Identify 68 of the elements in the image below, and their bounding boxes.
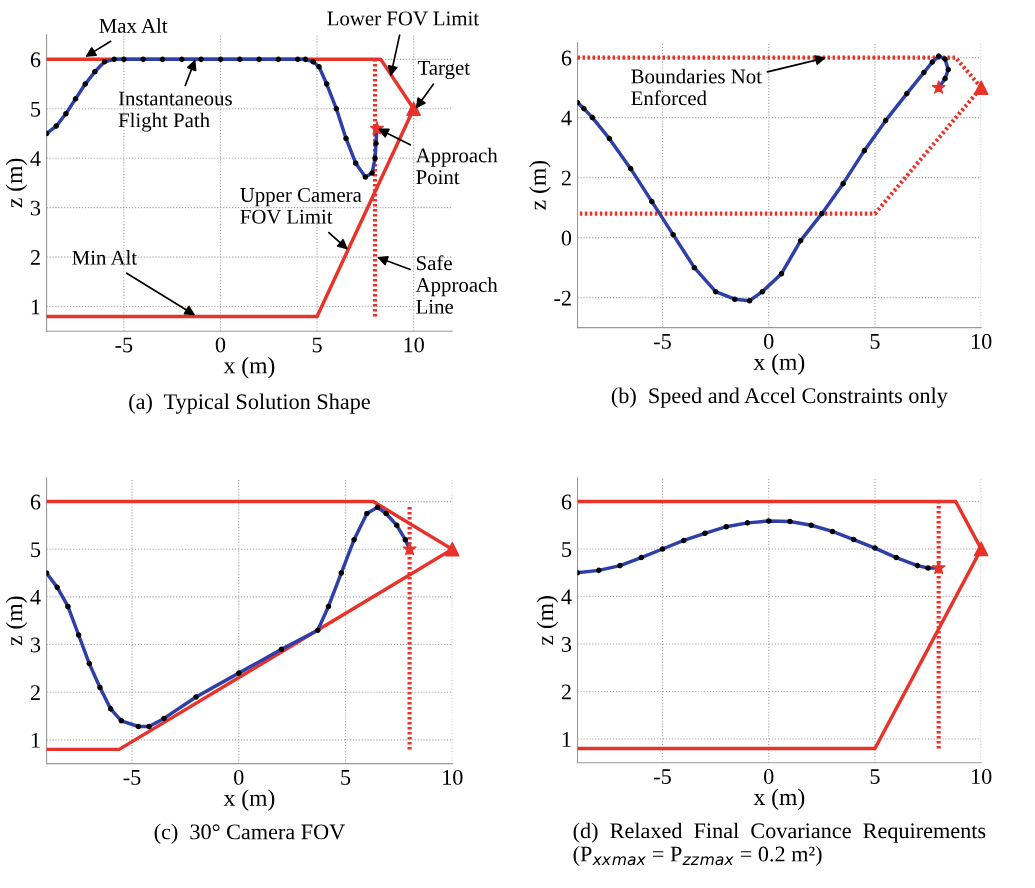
annotation: Target [417, 60, 470, 80]
y-tick-label: 6 [561, 50, 572, 66]
annotation: Lower FOV Limit [327, 11, 479, 26]
annotation: Boundaries Not Enforced [631, 68, 762, 106]
text: (b) Speed and Accel Constraints only [611, 387, 948, 408]
y-tick-label: 3 [30, 637, 41, 653]
x-tick-label: -5 [123, 770, 141, 785]
x-axis-title: x (m) [753, 353, 805, 375]
x-tick-label: -5 [654, 334, 671, 349]
y-tick-label: 2 [561, 684, 571, 700]
x-tick-label: 0 [764, 768, 774, 784]
y-tick-label: 6 [561, 494, 572, 510]
y-tick-label: 2 [30, 250, 40, 265]
point [402, 541, 417, 556]
x-axis-title: x (m) [223, 789, 275, 811]
y-tick-label: 3 [561, 637, 572, 652]
x-axis-title: x (m) [223, 356, 275, 379]
y-tick-label: 3 [30, 200, 41, 216]
annotation: Instantaneous Flight Path [118, 91, 232, 132]
annotation: Safe Approach Line [415, 255, 498, 314]
y-tick-label: 4 [30, 151, 41, 166]
y-tick-label: 1 [31, 732, 40, 748]
x-tick-label: 0 [234, 769, 244, 785]
x-tick-label: 10 [404, 337, 424, 353]
x-tick-label: 10 [443, 769, 463, 785]
y-tick-label: 4 [561, 589, 572, 605]
y-axis-title: z (m) [529, 160, 551, 210]
x-tick-label: 5 [870, 769, 880, 784]
y-tick-label: 0 [561, 230, 572, 246]
y-tick-label: 2 [561, 170, 571, 186]
y-tick-label: -2 [554, 290, 571, 306]
point [406, 101, 421, 117]
y-tick-label: 4 [30, 589, 41, 605]
x-tick-label: 5 [870, 334, 880, 349]
x-tick-label: 0 [215, 337, 226, 353]
y-tick-label: 6 [30, 494, 41, 510]
text: (d) Relaxed Final Covariance Requirements (P$_{xxmax}$ = P$_{zzmax}$ = 0.2 m²) [573, 822, 986, 867]
annotation: Max Alt [99, 18, 168, 33]
y-tick-label: 2 [30, 685, 40, 700]
y-tick-label: 6 [30, 52, 41, 68]
text: (a) Typical Solution Shape [129, 393, 370, 414]
y-tick-label: 1 [31, 299, 40, 315]
annotation: Upper Camera FOV Limit [240, 187, 362, 224]
y-tick-label: 5 [31, 101, 41, 117]
y-axis-title: z (m) [5, 596, 28, 646]
annotation: Min Alt [72, 250, 137, 265]
y-axis-title: z (m) [536, 596, 559, 645]
point [369, 121, 384, 135]
x-tick-label: -5 [654, 769, 671, 784]
y-tick-label: 5 [562, 542, 572, 557]
y-tick-label: 1 [562, 732, 571, 747]
x-tick-label: 5 [312, 337, 322, 353]
point [973, 541, 989, 557]
point [931, 560, 946, 575]
point [931, 80, 946, 94]
y-axis-title: z (m) [5, 158, 28, 208]
annotation: Approach Point [415, 147, 498, 185]
x-tick-label: -5 [115, 337, 133, 353]
point [445, 541, 460, 557]
x-tick-label: 0 [764, 333, 774, 349]
y-tick-label: 5 [31, 542, 41, 558]
text: (c) 30° Camera FOV [154, 823, 345, 844]
y-tick-label: 4 [561, 110, 572, 126]
point [973, 80, 989, 95]
x-tick-label: 5 [341, 770, 351, 785]
x-tick-label: 10 [972, 333, 992, 349]
x-tick-label: 10 [972, 768, 992, 784]
x-axis-title: x (m) [753, 788, 805, 810]
